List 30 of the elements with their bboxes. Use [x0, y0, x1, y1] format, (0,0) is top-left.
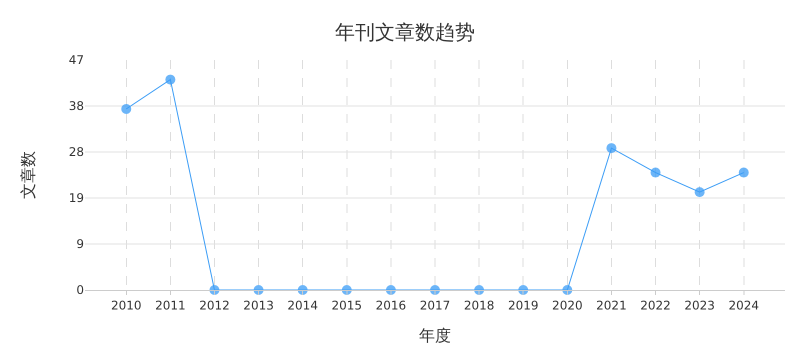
point: [121, 104, 132, 114]
x-tick-label: 2022: [640, 298, 671, 312]
y-tick-label: 38: [68, 99, 84, 114]
x-tick-label: 2015: [332, 298, 362, 312]
point: [694, 187, 705, 198]
chart-title: 年刊文章数趋势: [335, 20, 475, 44]
point: [738, 168, 749, 178]
y-tick-label: 47: [68, 53, 84, 68]
point: [606, 143, 616, 154]
y-tick-label: 19: [68, 191, 84, 206]
x-tick-label: 2020: [552, 298, 583, 312]
x-tick-label: 2021: [596, 298, 627, 312]
y-tick-label: 9: [76, 237, 84, 252]
x-tick-label: 2011: [155, 298, 186, 312]
point: [165, 74, 176, 85]
x-tick-label: 2014: [287, 298, 318, 312]
x-tick-label: 2023: [684, 298, 715, 312]
point: [650, 168, 661, 178]
y-axis-title: 文章数: [18, 151, 38, 199]
x-tick-label: 2017: [420, 298, 450, 312]
x-tick-label: 2012: [199, 298, 230, 312]
x-tick-label: 2019: [508, 298, 538, 312]
x-tick-label: 2013: [243, 298, 274, 312]
x-tick-label: 2024: [728, 298, 760, 312]
x-axis-title: 年度: [419, 326, 451, 346]
y-tick-label: 0: [76, 283, 84, 298]
x-tick-label: 2016: [376, 298, 406, 312]
y-tick-label: 28: [68, 145, 84, 160]
x-tick-label: 2018: [464, 298, 494, 312]
x-tick-label: 2010: [110, 298, 142, 312]
